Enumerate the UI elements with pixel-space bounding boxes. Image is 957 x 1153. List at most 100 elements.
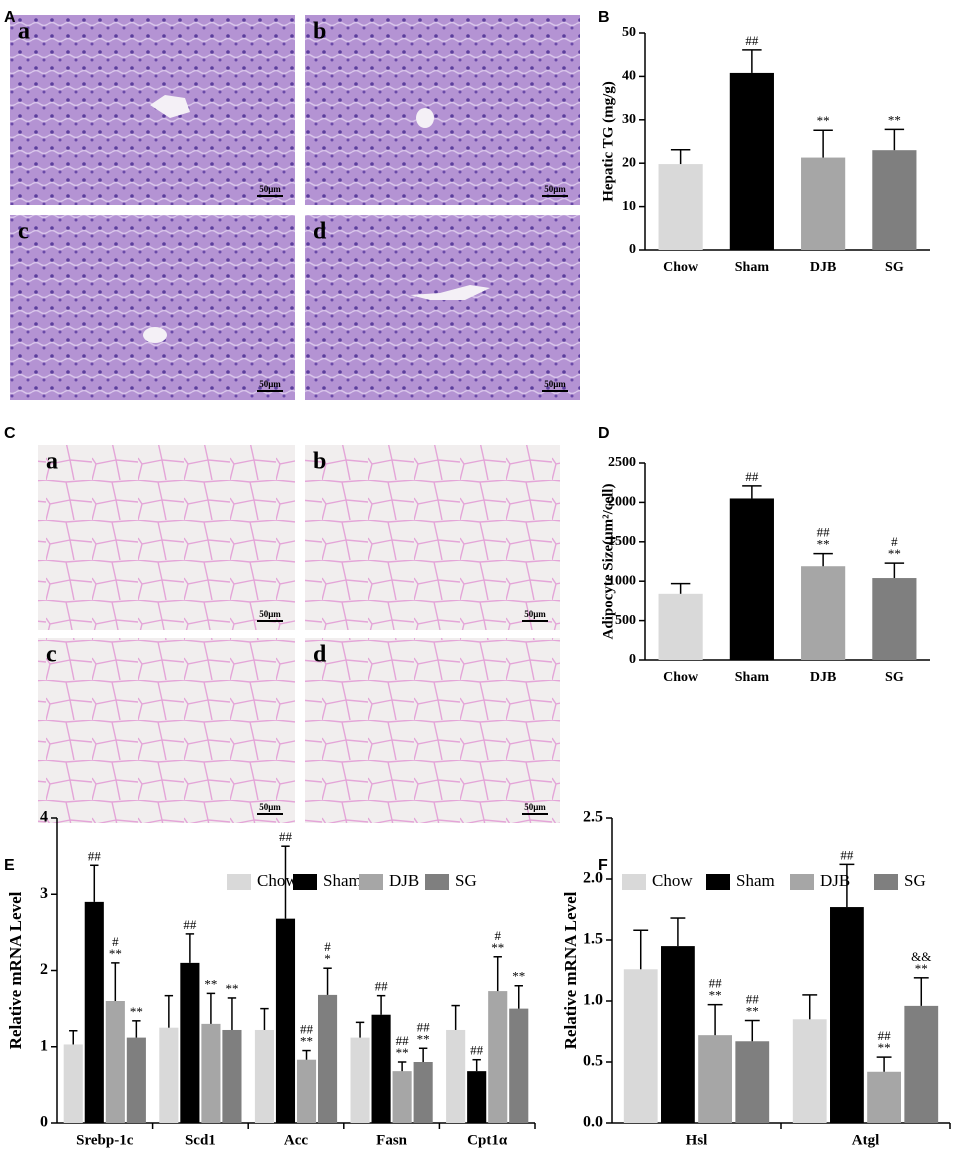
- panel-label: B: [598, 9, 610, 26]
- bar: [180, 962, 200, 1123]
- x-tick-label: DJB: [810, 670, 836, 685]
- significance-mark: ##: [396, 1033, 410, 1048]
- x-tick-label: Sham: [735, 260, 770, 275]
- legend-label: SG: [455, 871, 477, 890]
- bar: [254, 1029, 275, 1123]
- significance-mark: ##: [745, 469, 759, 484]
- scale-bar-label: 50μm: [544, 379, 566, 389]
- vein: [150, 95, 190, 118]
- legend-swatch: [874, 874, 898, 890]
- y-tick-label: 0: [40, 1114, 48, 1131]
- bar: [729, 72, 774, 250]
- bar: [275, 918, 296, 1123]
- significance-mark: #: [494, 928, 501, 943]
- scale-bar-label: 50μm: [259, 802, 281, 812]
- scale-bar-label: 50μm: [544, 184, 566, 194]
- bar: [623, 969, 658, 1123]
- x-tick-label: Atgl: [852, 1132, 880, 1148]
- adipose-image: [38, 445, 295, 630]
- significance-mark: **: [491, 940, 504, 955]
- y-tick-label: 1000: [608, 573, 636, 588]
- image-label: a: [46, 449, 58, 475]
- bar: [446, 1029, 466, 1123]
- bar: [201, 1023, 221, 1123]
- legend-label: Chow: [652, 871, 693, 890]
- legend-swatch: [227, 874, 251, 890]
- significance-mark: ##: [88, 848, 102, 863]
- significance-mark: ##: [183, 917, 197, 932]
- bar: [830, 907, 864, 1123]
- significance-mark: **: [888, 546, 901, 561]
- significance-mark: ##: [878, 1028, 892, 1043]
- x-tick-label: Acc: [284, 1132, 308, 1148]
- bar: [84, 901, 104, 1123]
- significance-mark: &&: [911, 949, 931, 964]
- y-tick-label: 1.0: [583, 992, 603, 1009]
- significance-mark: **: [417, 1031, 430, 1046]
- bar: [792, 1019, 827, 1123]
- bar: [735, 1041, 770, 1123]
- bar: [317, 994, 338, 1123]
- significance-mark: **: [225, 981, 238, 996]
- significance-mark: **: [817, 537, 830, 552]
- significance-mark: *: [324, 951, 331, 966]
- bar: [867, 1071, 901, 1123]
- panel-label: C: [4, 425, 16, 442]
- image-label: c: [18, 219, 29, 245]
- bar: [159, 1027, 179, 1123]
- y-tick-label: 0.0: [583, 1114, 603, 1131]
- bar: [371, 1014, 391, 1123]
- y-tick-label: 40: [622, 69, 636, 84]
- significance-mark: ##: [279, 829, 293, 844]
- y-tick-label: 3: [40, 885, 48, 902]
- significance-mark: ##: [840, 847, 854, 862]
- legend-swatch: [425, 874, 449, 890]
- significance-mark: #: [324, 939, 331, 954]
- legend-swatch: [790, 874, 814, 890]
- bar: [872, 150, 917, 250]
- significance-mark: ##: [375, 979, 389, 994]
- bar: [801, 157, 846, 250]
- significance-mark: **: [512, 969, 525, 984]
- bar: [509, 1008, 529, 1123]
- legend-swatch: [706, 874, 730, 890]
- x-tick-label: Chow: [663, 260, 699, 275]
- bar: [296, 1059, 317, 1123]
- legend-label: DJB: [820, 871, 850, 890]
- significance-mark: ##: [709, 976, 723, 991]
- y-tick-label: 4: [40, 809, 48, 826]
- image-label: b: [313, 449, 326, 475]
- panel-label: E: [4, 857, 15, 874]
- significance-mark: **: [878, 1040, 891, 1055]
- significance-mark: **: [396, 1045, 409, 1060]
- panel-label: A: [4, 9, 16, 26]
- image-label: d: [313, 219, 327, 245]
- significance-mark: **: [915, 961, 928, 976]
- significance-mark: **: [746, 1004, 759, 1019]
- y-tick-label: 50: [622, 25, 636, 40]
- legend-label: Sham: [736, 871, 775, 890]
- image-label: b: [313, 19, 326, 45]
- y-tick-label: 20: [622, 155, 636, 170]
- legend-label: Chow: [257, 871, 298, 890]
- bar: [488, 991, 508, 1123]
- panel-label: D: [598, 425, 610, 442]
- x-tick-label: Chow: [663, 670, 699, 685]
- significance-mark: ##: [470, 1043, 484, 1058]
- micrographs: [10, 15, 580, 823]
- vein: [143, 327, 167, 343]
- x-tick-label: Hsl: [686, 1132, 708, 1148]
- y-tick-label: 10: [622, 199, 636, 214]
- bar: [105, 1001, 125, 1123]
- x-tick-label: Scd1: [185, 1132, 216, 1148]
- x-tick-label: Sham: [735, 670, 770, 685]
- scale-bar-label: 50μm: [259, 184, 281, 194]
- panel-label: F: [598, 857, 608, 874]
- x-tick-label: Fasn: [376, 1132, 408, 1148]
- y-tick-label: 2500: [608, 455, 636, 470]
- legend-label: DJB: [389, 871, 419, 890]
- y-tick-label: 0: [629, 652, 636, 667]
- significance-mark: **: [888, 112, 901, 127]
- y-tick-label: 2.0: [583, 870, 603, 887]
- bar: [126, 1037, 146, 1123]
